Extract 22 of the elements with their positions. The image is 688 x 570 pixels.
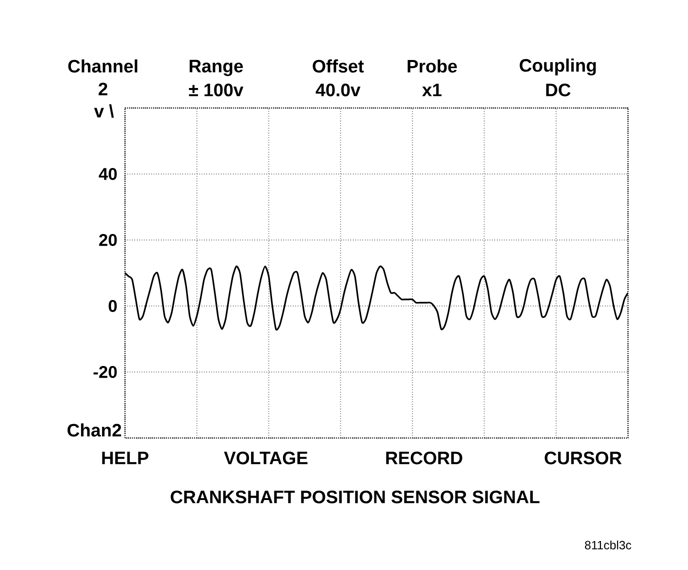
text: x1	[422, 84, 442, 96]
text: Chan2	[68, 423, 122, 437]
text: DC	[546, 84, 571, 96]
text: 811cbl3c	[584, 540, 632, 550]
text: RECORD	[386, 452, 462, 464]
text: v \	[94, 104, 114, 118]
text: 40.0v	[316, 84, 360, 96]
text: Channel	[68, 59, 138, 73]
text: ± 100v	[188, 84, 244, 96]
text: Range	[190, 60, 243, 76]
text: HELP	[102, 452, 148, 464]
y-tick-label: 40	[98, 168, 117, 180]
text: CURSOR	[544, 452, 622, 464]
y-tick-label: 0	[108, 300, 117, 312]
text: VOLTAGE	[224, 452, 308, 464]
text: Offset	[312, 59, 364, 73]
text: Probe	[408, 59, 457, 73]
text: 2	[98, 82, 108, 96]
y-tick-label: 20	[99, 234, 117, 246]
y-tick-label: -20	[94, 366, 117, 378]
text: CRANKSHAFT POSITION SENSOR SIGNAL	[170, 490, 540, 504]
text: Coupling	[520, 58, 596, 76]
